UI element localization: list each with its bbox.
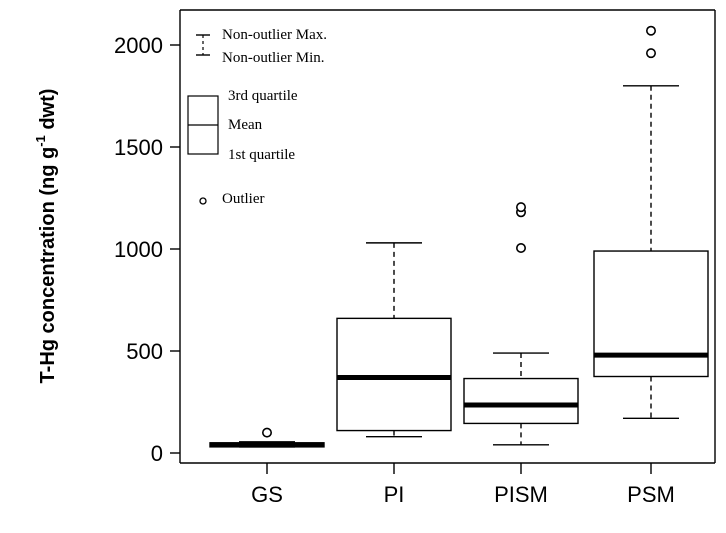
legend-outlier-symbol bbox=[199, 197, 207, 205]
legend: Non-outlier Max. Non-outlier Min. 3rd qu… bbox=[187, 27, 327, 207]
legend-whisker-symbol bbox=[196, 34, 210, 56]
legend-q1-label: 1st quartile bbox=[228, 147, 295, 163]
legend-outlier-label: Outlier bbox=[222, 191, 265, 207]
legend-whisker-max-label: Non-outlier Max. bbox=[222, 27, 327, 43]
y-tick-label: 2000 bbox=[114, 33, 163, 58]
legend-box-symbol bbox=[187, 95, 219, 155]
box-psm bbox=[593, 25, 709, 420]
box-gs bbox=[209, 427, 325, 448]
outlier-point bbox=[515, 242, 526, 253]
y-tick-label: 500 bbox=[126, 339, 163, 364]
box-pi bbox=[336, 242, 452, 438]
outlier-point bbox=[645, 25, 656, 36]
legend-mean-label: Mean bbox=[228, 117, 263, 133]
box-series bbox=[209, 25, 709, 448]
outlier-point bbox=[261, 427, 272, 438]
legend-q3-label: 3rd quartile bbox=[228, 88, 298, 104]
y-tick-label: 0 bbox=[151, 441, 163, 466]
y-axis-ticks: 0 500 1000 1500 2000 bbox=[114, 33, 180, 466]
y-tick-label: 1000 bbox=[114, 237, 163, 262]
y-tick-label: 1500 bbox=[114, 135, 163, 160]
quartile-box bbox=[593, 250, 709, 378]
x-tick-label: PSM bbox=[627, 482, 675, 507]
quartile-box bbox=[463, 377, 579, 425]
outlier-point bbox=[645, 48, 656, 59]
x-tick-label: PI bbox=[384, 482, 405, 507]
y-axis-title: T-Hg concentration (ng g-1 dwt) bbox=[33, 89, 59, 384]
outlier-point bbox=[515, 202, 526, 213]
x-axis-ticks: GS PI PISM PSM bbox=[251, 463, 675, 507]
legend-whisker-min-label: Non-outlier Min. bbox=[222, 50, 325, 66]
quartile-box bbox=[336, 317, 452, 432]
x-tick-label: PISM bbox=[494, 482, 548, 507]
x-tick-label: GS bbox=[251, 482, 283, 507]
box-pism bbox=[463, 202, 579, 446]
